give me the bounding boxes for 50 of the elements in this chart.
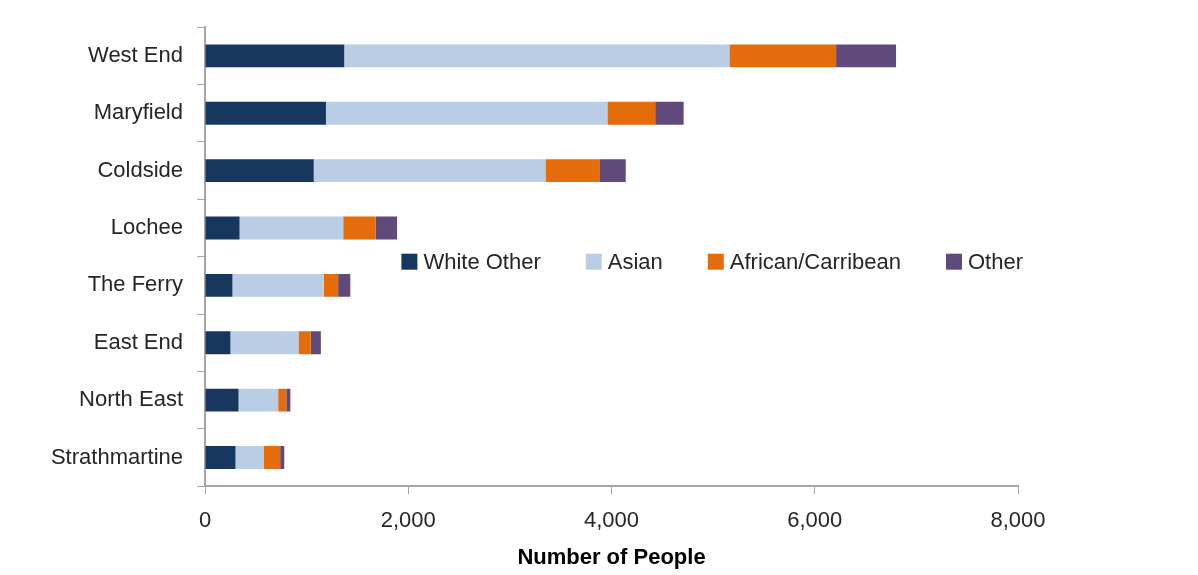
x-tick-label: 8,000 (990, 507, 1046, 533)
bar (286, 388, 291, 412)
y-tick-label: The Ferry (87, 271, 183, 297)
bar (310, 331, 321, 355)
bar (375, 216, 398, 240)
bar (836, 44, 897, 68)
bar (205, 331, 231, 355)
y-tick-label: Coldside (97, 156, 183, 182)
x-tick-label: 4,000 (583, 507, 640, 533)
legend-label: African/Carribean (729, 248, 901, 274)
bar (205, 44, 345, 68)
bar (607, 101, 656, 125)
bar (655, 101, 684, 125)
bar (313, 159, 546, 183)
bar (325, 101, 608, 125)
y-tick-label: Maryfield (93, 99, 183, 125)
bar (343, 216, 376, 240)
bar (280, 446, 285, 469)
bar (278, 388, 287, 412)
bar (205, 273, 233, 297)
bar (232, 273, 324, 297)
bar (323, 273, 339, 297)
y-tick-label: West End (88, 41, 183, 67)
legend-label: White Other (423, 248, 541, 274)
y-tick-label: East End (93, 328, 183, 354)
x-axis-title: Number of People (517, 543, 706, 569)
legend-label: Asian (607, 248, 663, 274)
bar (729, 44, 837, 68)
y-tick-label: Strathmartine (50, 443, 183, 469)
bar (545, 159, 600, 183)
legend-label: Other (967, 248, 1024, 274)
bar (599, 159, 626, 183)
bar (205, 216, 240, 240)
bar (239, 216, 344, 240)
x-tick-label: 6,000 (787, 507, 843, 533)
bar (338, 273, 351, 297)
y-tick-label: North East (79, 386, 183, 412)
bar (205, 159, 314, 183)
bar (235, 446, 264, 469)
x-tick-label: 2,000 (380, 507, 436, 533)
bar (230, 331, 299, 355)
bar (298, 331, 311, 355)
bar (238, 388, 279, 412)
bar (205, 388, 239, 412)
bar (263, 446, 281, 469)
bar (205, 446, 236, 469)
bar (344, 44, 730, 68)
y-tick-label: Lochee (110, 214, 183, 240)
bar (205, 101, 326, 125)
x-tick-label: 0 (198, 507, 212, 533)
